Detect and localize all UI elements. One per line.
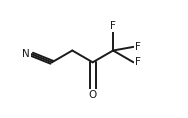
Text: O: O	[89, 90, 97, 100]
Text: F: F	[135, 42, 141, 52]
Text: N: N	[22, 49, 30, 59]
Text: F: F	[110, 21, 116, 31]
Text: F: F	[135, 57, 141, 67]
